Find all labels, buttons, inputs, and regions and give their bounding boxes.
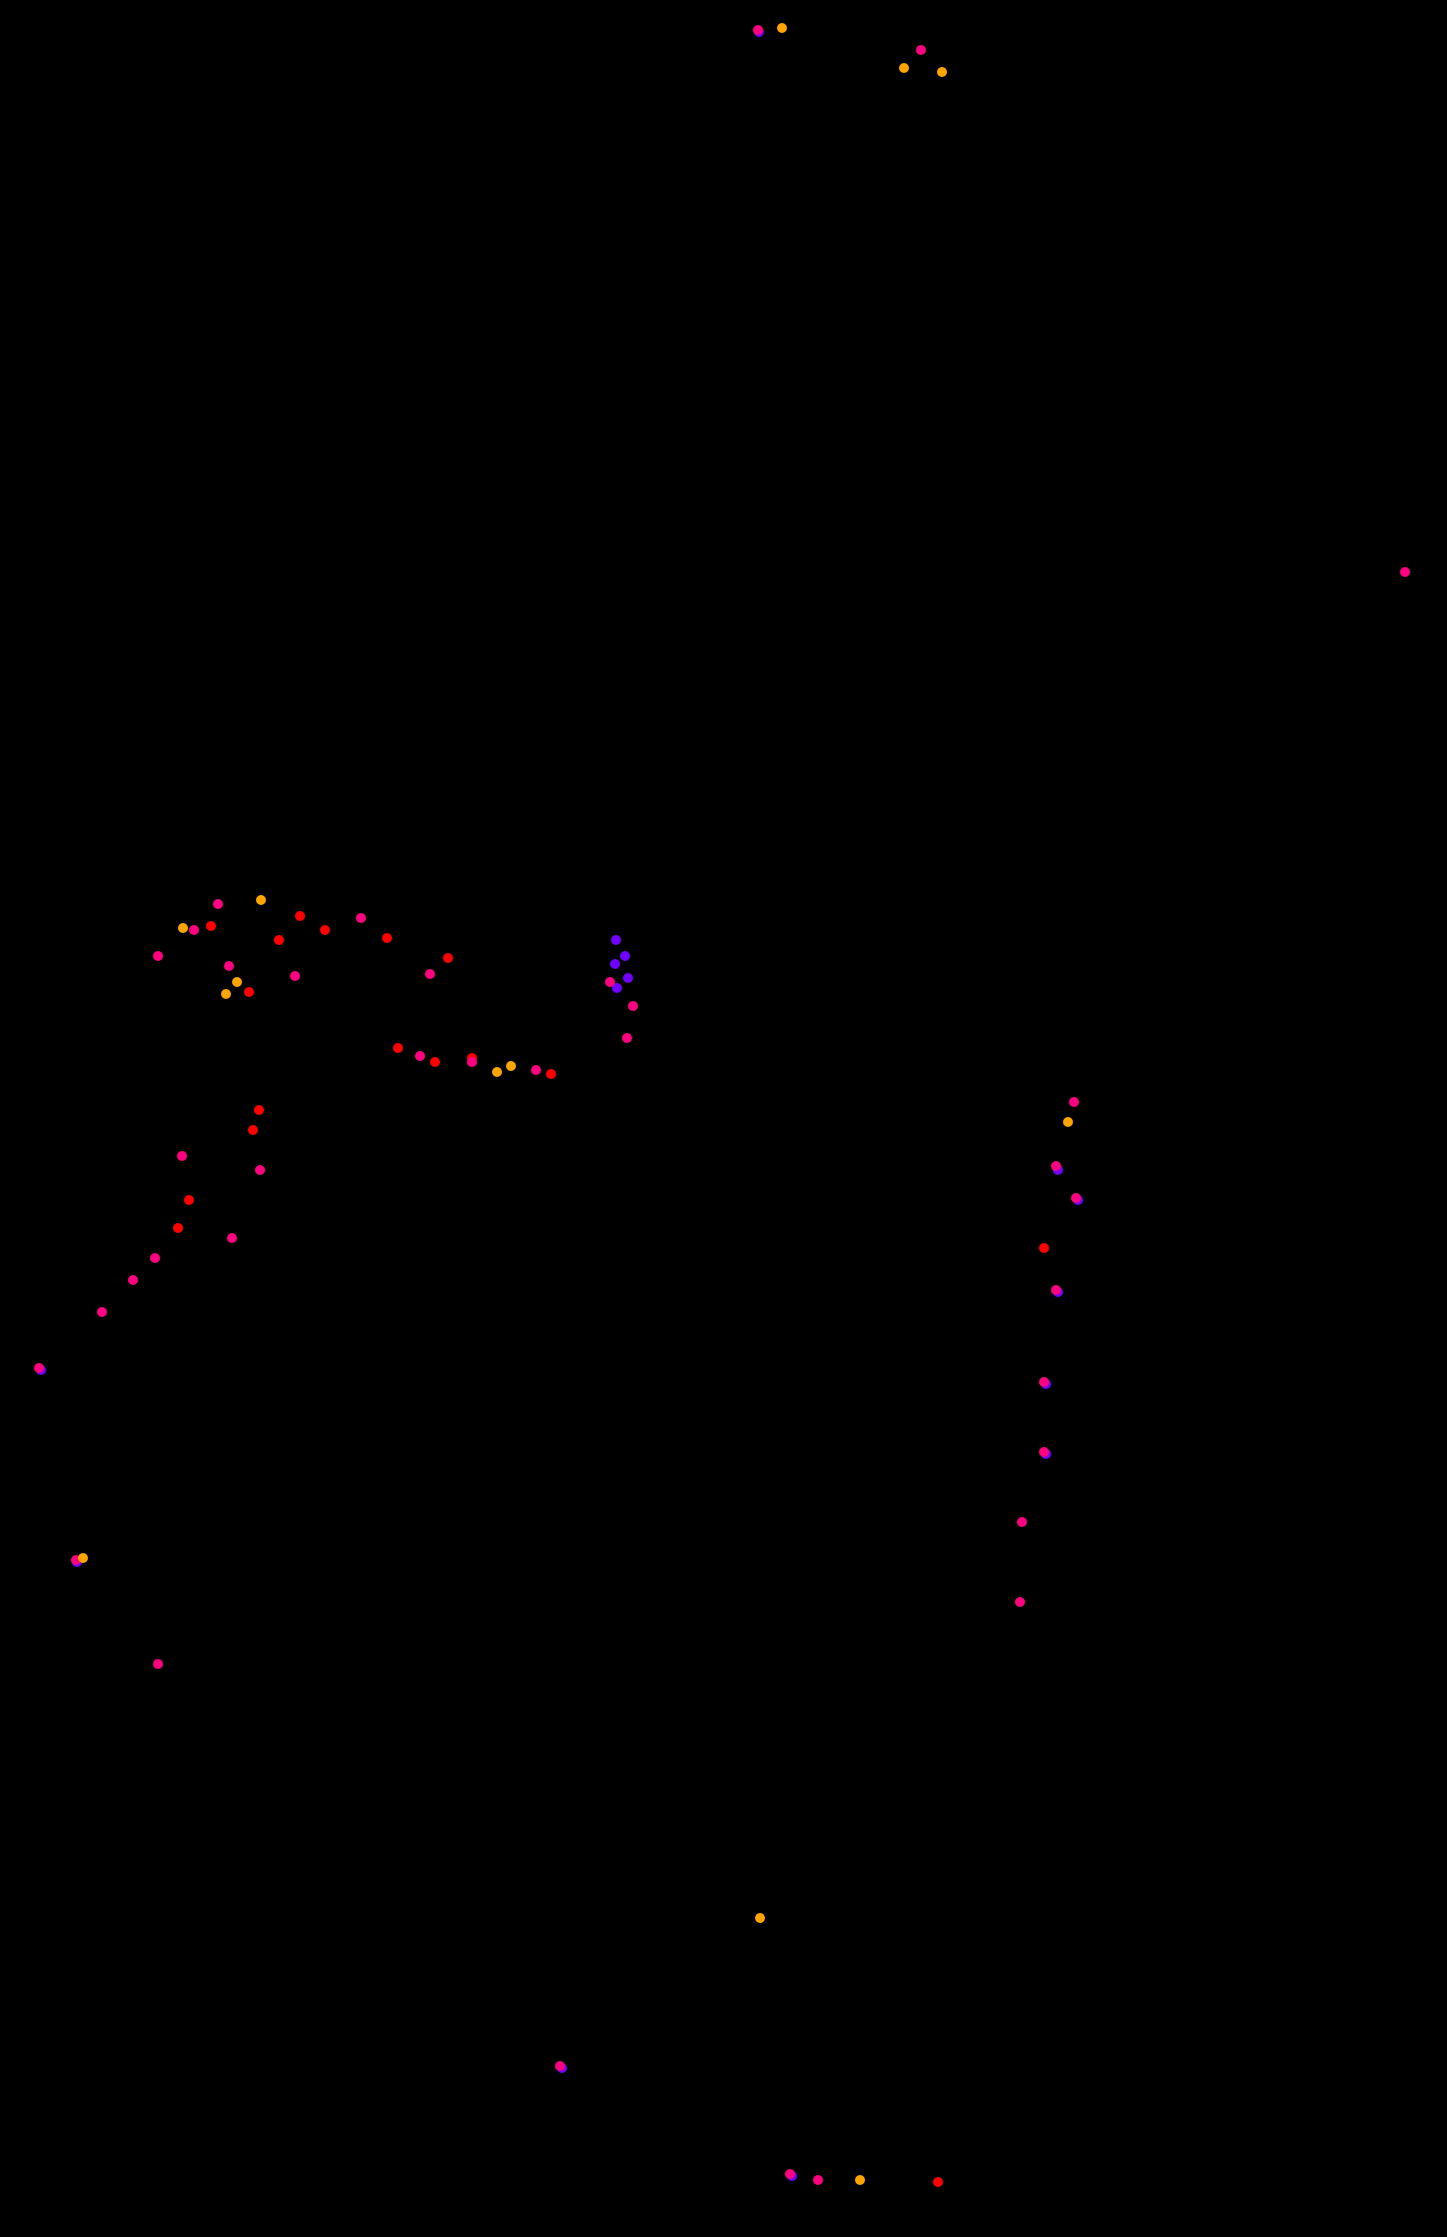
scatter-point-magenta — [290, 971, 300, 981]
scatter-point-magenta — [1015, 1597, 1025, 1607]
scatter-point-magenta — [150, 1253, 160, 1263]
scatter-point-magenta — [213, 899, 223, 909]
scatter-point-magenta — [224, 961, 234, 971]
scatter-point-orange — [855, 2175, 865, 2185]
scatter-point-red — [546, 1069, 556, 1079]
scatter-point-magenta — [1069, 1097, 1079, 1107]
scatter-point-magenta — [467, 1057, 477, 1067]
scatter-point-red — [248, 1125, 258, 1135]
scatter-point-purple — [611, 935, 621, 945]
scatter-point-orange — [232, 977, 242, 987]
scatter-point-magenta — [1051, 1161, 1061, 1171]
scatter-point-magenta — [227, 1233, 237, 1243]
scatter-point-magenta — [1051, 1285, 1061, 1295]
scatter-point-orange — [78, 1553, 88, 1563]
scatter-point-magenta — [1017, 1517, 1027, 1527]
scatter-point-magenta — [605, 977, 615, 987]
scatter-point-red — [295, 911, 305, 921]
scatter-point-red — [933, 2177, 943, 2187]
scatter-point-purple — [610, 959, 620, 969]
scatter-point-orange — [221, 989, 231, 999]
scatter-point-magenta — [153, 1659, 163, 1669]
scatter-point-orange — [492, 1067, 502, 1077]
scatter-point-red — [206, 921, 216, 931]
scatter-point-magenta — [177, 1151, 187, 1161]
scatter-point-red — [382, 933, 392, 943]
scatter-point-magenta — [356, 913, 366, 923]
scatter-point-orange — [256, 895, 266, 905]
scatter-point-purple — [623, 973, 633, 983]
scatter-point-magenta — [753, 25, 763, 35]
scatter-point-magenta — [255, 1165, 265, 1175]
scatter-point-orange — [777, 23, 787, 33]
scatter-point-magenta — [425, 969, 435, 979]
scatter-point-red — [184, 1195, 194, 1205]
scatter-point-orange — [506, 1061, 516, 1071]
scatter-point-red — [430, 1057, 440, 1067]
scatter-point-orange — [1063, 1117, 1073, 1127]
scatter-point-orange — [899, 63, 909, 73]
scatter-point-magenta — [1039, 1377, 1049, 1387]
scatter-point-orange — [755, 1913, 765, 1923]
scatter-point-red — [320, 925, 330, 935]
scatter-point-magenta — [916, 45, 926, 55]
scatter-point-magenta — [34, 1363, 44, 1373]
scatter-point-magenta — [785, 2169, 795, 2179]
scatter-point-red — [254, 1105, 264, 1115]
scatter-point-magenta — [415, 1051, 425, 1061]
scatter-point-magenta — [1400, 567, 1410, 577]
scatter-point-red — [173, 1223, 183, 1233]
scatter-point-magenta — [813, 2175, 823, 2185]
scatter-point-magenta — [1071, 1193, 1081, 1203]
scatter-point-magenta — [153, 951, 163, 961]
scatter-point-red — [1039, 1243, 1049, 1253]
scatter-point-magenta — [628, 1001, 638, 1011]
scatter-point-magenta — [555, 2061, 565, 2071]
scatter-point-purple — [620, 951, 630, 961]
scatter-point-magenta — [128, 1275, 138, 1285]
scatter-point-orange — [178, 923, 188, 933]
scatter-point-red — [443, 953, 453, 963]
scatter-point-magenta — [97, 1307, 107, 1317]
scatter-chart — [0, 0, 1447, 2237]
scatter-point-orange — [937, 67, 947, 77]
scatter-point-red — [393, 1043, 403, 1053]
scatter-point-red — [244, 987, 254, 997]
scatter-point-magenta — [189, 925, 199, 935]
scatter-point-magenta — [531, 1065, 541, 1075]
scatter-point-magenta — [622, 1033, 632, 1043]
scatter-point-magenta — [1039, 1447, 1049, 1457]
scatter-point-red — [274, 935, 284, 945]
